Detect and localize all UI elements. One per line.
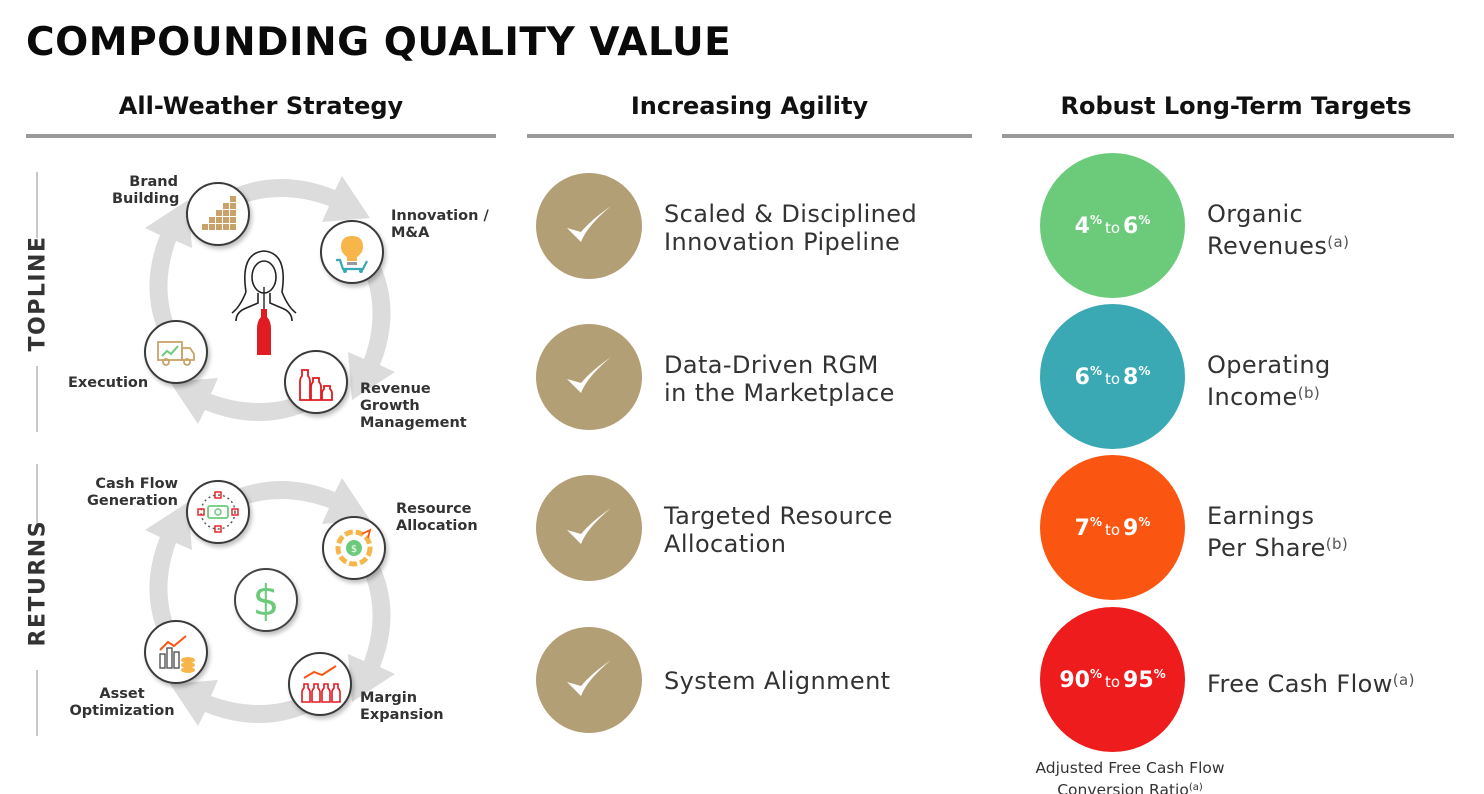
agility-rule	[527, 134, 972, 138]
margin-expansion-label: Margin Expansion	[360, 690, 444, 723]
cash-flow-label: Cash Flow Generation	[86, 476, 178, 509]
strategy-rule	[26, 134, 496, 138]
strategy-heading: All-Weather Strategy	[118, 92, 404, 120]
targets-heading: Robust Long-Term Targets	[1060, 92, 1412, 120]
delivery-truck-icon	[157, 341, 195, 366]
resource-allocation-label: Resource Allocation	[396, 501, 478, 534]
checkmark-icon	[567, 206, 611, 242]
target-label-free-cash-flow: Free Cash Flow(a)	[1207, 670, 1415, 698]
target-range: 90% to 95%	[1059, 666, 1166, 693]
agility-check-4	[536, 627, 642, 733]
target-label-organic-revenues: Organic Revenues(a)	[1207, 200, 1350, 260]
targets-rule	[1002, 134, 1454, 138]
topline-cycle-arrows	[145, 176, 395, 424]
bottles-growth-icon	[301, 665, 341, 703]
brand-building-node	[186, 182, 250, 246]
agility-item-3: Targeted Resource Allocation	[664, 502, 893, 558]
innovation-node	[320, 220, 384, 284]
agility-check-1	[536, 173, 642, 279]
chart-coins-icon	[159, 635, 195, 673]
dollar-symbol: $	[252, 575, 280, 625]
dollar-center-node: $	[234, 568, 298, 632]
execution-node	[144, 320, 208, 384]
innovation-label: Innovation / M&A	[391, 208, 489, 241]
agility-check-3	[536, 475, 642, 581]
consumer-drinking-icon	[231, 250, 297, 355]
target-range: 6% to 8%	[1074, 363, 1151, 390]
checkmark-icon	[567, 357, 611, 393]
asset-optimization-label: Asset Optimization	[69, 686, 175, 719]
cash-flow-node	[186, 480, 250, 544]
returns-line-bottom	[36, 670, 38, 736]
returns-line-top	[36, 464, 38, 526]
execution-label: Execution	[68, 375, 149, 391]
target-range: 7% to 9%	[1074, 514, 1151, 541]
lightbulb-cart-icon	[336, 236, 368, 273]
topline-label: TOPLINE	[25, 235, 51, 352]
target-range: 4% to 6%	[1074, 212, 1151, 239]
margin-expansion-node	[288, 652, 352, 716]
topline-line-top	[36, 172, 38, 238]
agility-item-1: Scaled & Disciplined Innovation Pipeline	[664, 200, 918, 256]
target-label-operating-income: Operating Income(b)	[1207, 351, 1331, 411]
brand-building-label: Brand Building	[112, 174, 180, 207]
revenue-growth-node	[284, 350, 348, 414]
building-blocks-icon	[202, 196, 236, 230]
returns-label: RETURNS	[25, 519, 51, 647]
target-circle-eps: 7% to 9%	[1040, 455, 1185, 600]
revenue-growth-label: Revenue Growth Management	[360, 381, 467, 431]
pie-allocation-icon: $	[335, 528, 373, 567]
agility-heading: Increasing Agility	[630, 92, 869, 120]
bottles-icon	[299, 369, 333, 401]
agility-check-2	[536, 324, 642, 430]
cash-cycle-icon	[197, 491, 239, 533]
checkmark-icon	[567, 660, 611, 696]
returns-cycle-arrows	[145, 478, 395, 726]
resource-allocation-node: $	[322, 516, 386, 580]
svg-text:$: $	[351, 544, 357, 555]
agility-item-2: Data-Driven RGM in the Marketplace	[664, 351, 895, 407]
agility-item-4: System Alignment	[664, 667, 891, 695]
page-title: COMPOUNDING QUALITY VALUE	[26, 20, 732, 65]
target-circle-free-cash-flow: 90% to 95%	[1040, 607, 1185, 752]
asset-optimization-node	[144, 620, 208, 684]
topline-line-bottom	[36, 366, 38, 432]
checkmark-icon	[567, 508, 611, 544]
target-label-eps: Earnings Per Share(b)	[1207, 502, 1349, 562]
target-circle-organic-revenues: 4% to 6%	[1040, 153, 1185, 298]
target-circle-operating-income: 6% to 8%	[1040, 304, 1185, 449]
fcf-footnote: Adjusted Free Cash Flow Conversion Ratio…	[1035, 759, 1225, 794]
